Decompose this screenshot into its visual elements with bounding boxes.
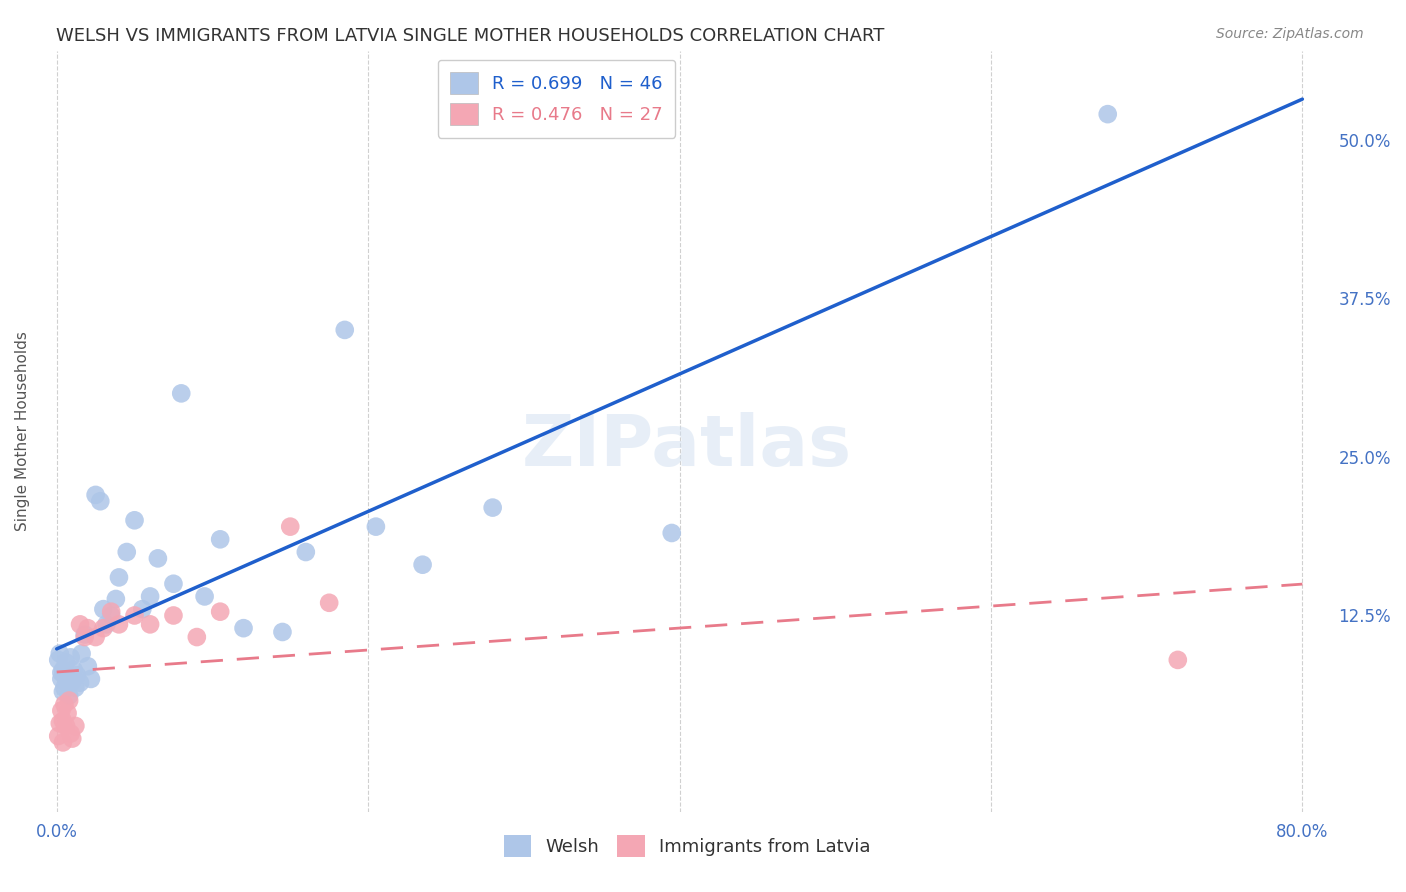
Immigrants from Latvia — [209, 605, 232, 619]
Welsh — [58, 689, 80, 703]
Immigrants from Latvia — [278, 519, 301, 533]
Immigrants from Latvia — [52, 714, 75, 728]
Welsh — [162, 576, 184, 591]
Welsh — [115, 545, 138, 559]
Welsh — [295, 545, 318, 559]
Immigrants from Latvia — [51, 704, 73, 718]
Text: ZIPatlas: ZIPatlas — [522, 412, 852, 481]
Welsh — [69, 675, 91, 690]
Immigrants from Latvia — [56, 706, 79, 721]
Welsh — [70, 647, 93, 661]
Welsh — [73, 627, 96, 641]
Welsh — [56, 675, 79, 690]
Immigrants from Latvia — [93, 621, 115, 635]
Welsh — [62, 663, 84, 677]
Welsh — [52, 684, 75, 698]
Immigrants from Latvia — [108, 617, 131, 632]
Immigrants from Latvia — [1167, 653, 1189, 667]
Immigrants from Latvia — [186, 630, 208, 644]
Welsh — [46, 653, 69, 667]
Text: Source: ZipAtlas.com: Source: ZipAtlas.com — [1216, 27, 1364, 41]
Welsh — [51, 672, 73, 686]
Immigrants from Latvia — [59, 726, 82, 740]
Immigrants from Latvia — [55, 719, 77, 733]
Welsh — [412, 558, 434, 572]
Welsh — [80, 672, 103, 686]
Welsh — [139, 590, 162, 604]
Immigrants from Latvia — [84, 630, 107, 644]
Welsh — [84, 488, 107, 502]
Immigrants from Latvia — [53, 698, 76, 712]
Welsh — [52, 663, 75, 677]
Y-axis label: Single Mother Households: Single Mother Households — [15, 332, 30, 532]
Welsh — [53, 668, 76, 682]
Immigrants from Latvia — [52, 735, 75, 749]
Welsh — [59, 650, 82, 665]
Welsh — [170, 386, 193, 401]
Welsh — [661, 526, 683, 541]
Welsh — [96, 617, 118, 632]
Immigrants from Latvia — [124, 608, 146, 623]
Immigrants from Latvia — [60, 731, 83, 746]
Immigrants from Latvia — [100, 605, 122, 619]
Welsh — [104, 592, 127, 607]
Immigrants from Latvia — [162, 608, 184, 623]
Immigrants from Latvia — [46, 729, 69, 743]
Immigrants from Latvia — [73, 630, 96, 644]
Welsh — [131, 602, 153, 616]
Immigrants from Latvia — [65, 719, 87, 733]
Welsh — [66, 668, 89, 682]
Immigrants from Latvia — [49, 716, 72, 731]
Welsh — [209, 533, 232, 547]
Immigrants from Latvia — [76, 621, 98, 635]
Welsh — [1097, 107, 1119, 121]
Welsh — [146, 551, 169, 566]
Welsh — [108, 570, 131, 584]
Immigrants from Latvia — [58, 693, 80, 707]
Welsh — [65, 681, 87, 695]
Welsh — [481, 500, 503, 515]
Welsh — [364, 519, 387, 533]
Welsh — [333, 323, 356, 337]
Immigrants from Latvia — [318, 596, 340, 610]
Welsh — [93, 602, 115, 616]
Immigrants from Latvia — [139, 617, 162, 632]
Welsh — [89, 494, 111, 508]
Welsh — [232, 621, 254, 635]
Welsh — [124, 513, 146, 527]
Welsh — [51, 665, 73, 680]
Welsh — [194, 590, 217, 604]
Welsh — [100, 608, 122, 623]
Legend: R = 0.699   N = 46, R = 0.476   N = 27: R = 0.699 N = 46, R = 0.476 N = 27 — [437, 60, 675, 138]
Welsh — [60, 674, 83, 689]
Welsh — [53, 681, 76, 695]
Welsh — [55, 656, 77, 670]
Text: WELSH VS IMMIGRANTS FROM LATVIA SINGLE MOTHER HOUSEHOLDS CORRELATION CHART: WELSH VS IMMIGRANTS FROM LATVIA SINGLE M… — [56, 27, 884, 45]
Welsh — [76, 659, 98, 673]
Welsh — [271, 624, 294, 639]
Welsh — [49, 647, 72, 661]
Immigrants from Latvia — [69, 617, 91, 632]
